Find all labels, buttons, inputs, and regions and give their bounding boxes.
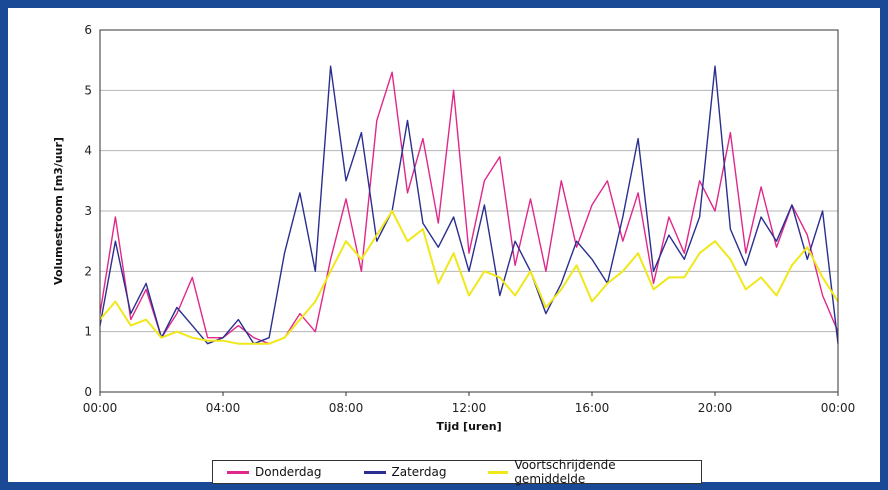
y-tick-label: 3 bbox=[84, 204, 92, 218]
legend-item: Voortschrijdende gemiddelde bbox=[488, 458, 673, 486]
series-lines bbox=[99, 65, 839, 345]
series-line-donderdag bbox=[99, 71, 839, 345]
x-tick-label: 00:00 bbox=[83, 401, 118, 415]
y-axis-label: Volumestroom [m3/uur] bbox=[52, 137, 65, 285]
x-tick-label: 08:00 bbox=[329, 401, 364, 415]
x-tick-label: 16:00 bbox=[575, 401, 610, 415]
legend-label: Voortschrijdende gemiddelde bbox=[514, 458, 616, 486]
y-tick-label: 4 bbox=[84, 144, 92, 158]
y-tick-label: 0 bbox=[84, 385, 92, 399]
x-tick-labels: 00:00 04:00 08:00 12:00 16:00 20:00 00:00 bbox=[83, 392, 856, 415]
legend: Donderdag Zaterdag Voortschrijdende gemidd… bbox=[212, 458, 702, 486]
legend-item: Zaterdag bbox=[363, 465, 447, 479]
x-tick-label: 12:00 bbox=[452, 401, 487, 415]
legend-label: Donderdag bbox=[255, 465, 322, 479]
legend-swatch bbox=[488, 470, 509, 474]
x-tick-label: 00:00 bbox=[821, 401, 856, 415]
x-tick-label: 20:00 bbox=[698, 401, 733, 415]
legend-swatch bbox=[363, 470, 386, 474]
legend-label: Zaterdag bbox=[391, 465, 447, 479]
x-axis-label: Tijd [uren] bbox=[436, 420, 501, 433]
x-tick-label: 04:00 bbox=[206, 401, 241, 415]
series-line-zaterdag bbox=[99, 65, 839, 345]
y-tick-label: 6 bbox=[84, 23, 92, 37]
y-tick-label: 2 bbox=[84, 264, 92, 278]
plot-area-border bbox=[99, 29, 839, 393]
y-tick-labels: 0 1 2 3 4 5 6 bbox=[84, 23, 92, 399]
y-tick-label: 5 bbox=[84, 83, 92, 97]
legend-item: Donderdag bbox=[227, 465, 322, 479]
y-tick-label: 1 bbox=[84, 325, 92, 339]
legend-swatch bbox=[227, 470, 249, 474]
series-line-voortschrijdende-gemiddelde bbox=[99, 210, 839, 345]
